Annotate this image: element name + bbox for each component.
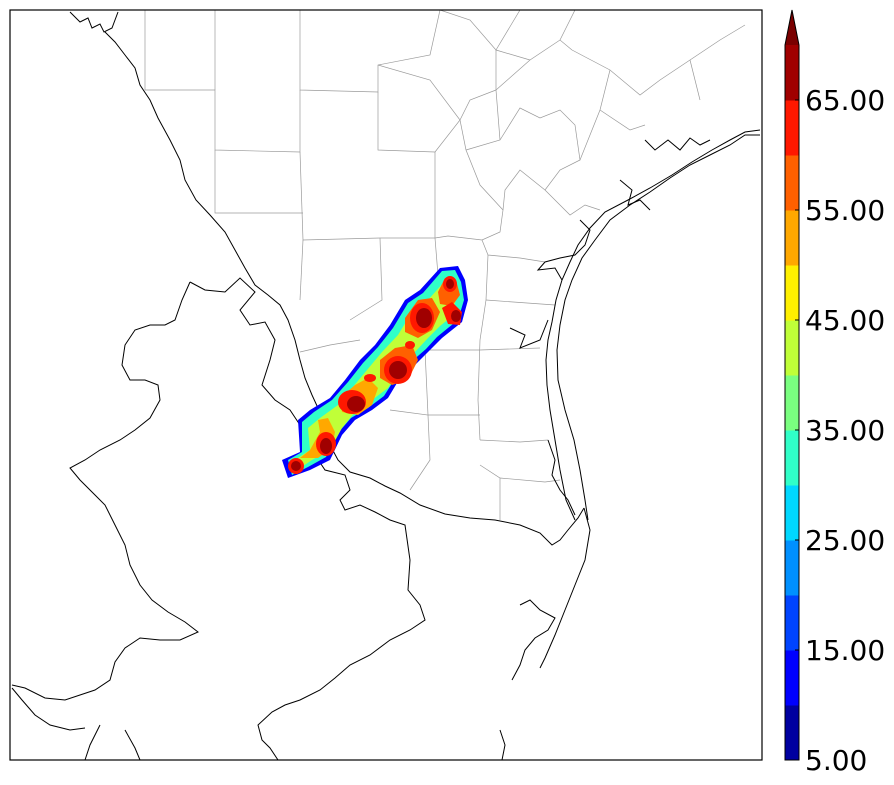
colorbar-bin bbox=[785, 100, 799, 156]
colorbar-bin bbox=[785, 320, 799, 376]
colorbar-bin bbox=[785, 375, 799, 431]
colorbar-tick-label: 55.00 bbox=[805, 194, 885, 227]
map-frame bbox=[9, 9, 763, 761]
radar-echoes bbox=[282, 266, 468, 478]
colorbar-bin bbox=[785, 540, 799, 596]
colorbar-tick-label: 45.00 bbox=[805, 304, 885, 337]
colorbar-bin bbox=[785, 650, 799, 706]
colorbar-tick-label: 25.00 bbox=[805, 524, 885, 557]
colorbar-bin bbox=[785, 210, 799, 266]
colorbar-tick-label: 35.00 bbox=[805, 414, 885, 447]
colorbar-outline bbox=[784, 9, 800, 761]
colorbar-bin bbox=[785, 45, 799, 101]
colorbar: 5.00 15.00 25.00 35.00 45.00 55.00 65.00 bbox=[784, 9, 885, 777]
coast-and-state-borders bbox=[11, 11, 761, 760]
map-panel bbox=[10, 10, 762, 760]
colorbar-tick-label: 15.00 bbox=[805, 634, 885, 667]
colorbar-bin bbox=[785, 485, 799, 541]
colorbar-bin bbox=[785, 430, 799, 486]
colorbar-bin bbox=[785, 595, 799, 651]
colorbar-extend-arrow bbox=[785, 10, 799, 45]
colorbar-bin bbox=[785, 265, 799, 321]
county-borders bbox=[144, 10, 746, 520]
colorbar-tick-label: 65.00 bbox=[805, 84, 885, 117]
colorbar-bin bbox=[785, 705, 799, 761]
colorbar-tick-label: 5.00 bbox=[805, 744, 867, 777]
colorbar-bin bbox=[785, 155, 799, 211]
